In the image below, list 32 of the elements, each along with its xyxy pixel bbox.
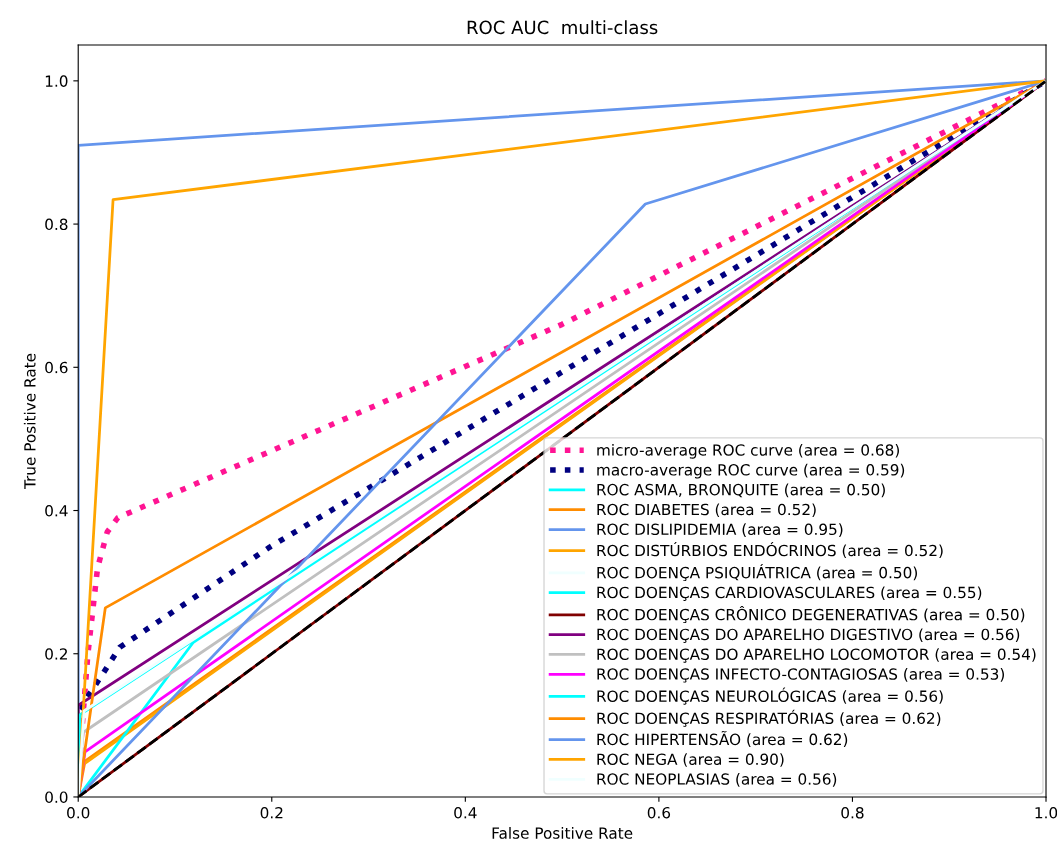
legend-label: ROC ASMA, BRONQUITE (area = 0.50) xyxy=(597,483,885,498)
y-axis-title: True Positive Rate xyxy=(23,353,36,490)
y-tick-label: 0.2 xyxy=(45,648,67,660)
y-tick-label: 0.0 xyxy=(45,791,68,803)
legend-label: ROC DISLIPIDEMIA (area = 0.95) xyxy=(597,523,843,537)
legend-label: ROC DOENÇAS DO APARELHO LOCOMOTOR (area = 0.54) xyxy=(597,648,1036,663)
x-tick-label: 0.2 xyxy=(260,806,283,819)
x-axis-title: False Positive Rate xyxy=(492,827,633,839)
legend-label: ROC DISTÚRBIOS ENDÓCRINOS (area = 0.52) xyxy=(597,541,943,559)
legend-label: ROC NEGA (area = 0.90) xyxy=(597,753,784,767)
legend-label: ROC DOENÇAS INFECTO-CONTAGIOSAS (area = 0.53) xyxy=(597,668,1005,683)
legend-label: ROC DOENÇAS CRÔNICO DEGENERATIVAS (area = 0.50) xyxy=(597,605,1025,624)
legend-label: ROC DOENÇAS RESPIRATÓRIAS (area = 0.62) xyxy=(597,709,941,727)
y-tick-label: 0.8 xyxy=(45,218,68,231)
legend-label: micro-average ROC curve (area = 0.68) xyxy=(597,443,899,459)
x-tick-label: 0.0 xyxy=(67,806,90,819)
x-tick-label: 1.0 xyxy=(1035,806,1057,819)
y-tick-label: 1.0 xyxy=(45,75,68,87)
legend-label: ROC DIABETES (area = 0.52) xyxy=(597,503,816,518)
legend-label: ROC DOENÇAS CARDIOVASCULARES (area = 0.55) xyxy=(597,586,982,601)
legend-label: ROC DOENÇAS DO APARELHO DIGESTIVO (area = 0.56) xyxy=(597,628,1020,643)
y-tick-label: 0.6 xyxy=(45,361,68,374)
legend-label: ROC DOENÇA PSIQUIÁTRICA (area = 0.50) xyxy=(597,564,917,582)
x-tick-label: 0.6 xyxy=(647,806,671,819)
legend-label: ROC DOENÇAS NEUROLÓGICAS (area = 0.56) xyxy=(597,687,943,705)
legend-label: macro-average ROC curve (area = 0.59) xyxy=(597,463,905,479)
y-tick-label: 0.4 xyxy=(45,504,68,517)
legend-label: ROC HIPERTENSÃO (area = 0.62) xyxy=(597,730,848,747)
legend-label: ROC NEOPLASIAS (area = 0.56) xyxy=(597,773,837,787)
chart-title: ROC AUC multi-class xyxy=(467,20,658,35)
x-tick-label: 0.8 xyxy=(841,806,864,819)
x-tick-label: 0.4 xyxy=(454,806,477,819)
